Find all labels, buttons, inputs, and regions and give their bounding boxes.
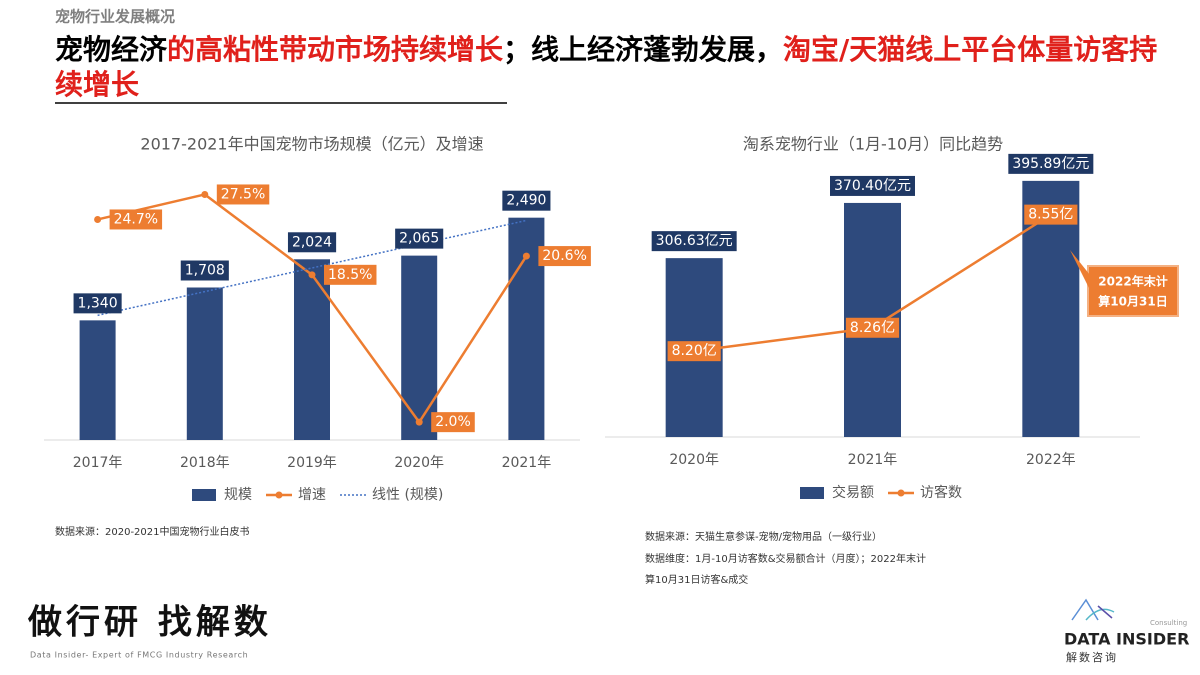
line-value-label-box: [216, 184, 270, 205]
source: 数据来源：2020-2021中国宠物行业白皮书: [55, 525, 250, 538]
bar-value-label: 2,065: [399, 231, 439, 247]
bar-value-label-box: [502, 190, 551, 211]
line-value-label: 27.5%: [221, 186, 265, 202]
legend-marker: [897, 489, 905, 497]
x-tick-label: 2020年: [394, 455, 444, 471]
bar-value-label-box: [830, 175, 915, 196]
bar: [401, 255, 438, 440]
headline-part: 的高粘性带动市场持续增长: [167, 33, 504, 66]
line-value-label-box: [845, 317, 900, 338]
headline-part: ；线上经济蓬勃发展，: [503, 33, 784, 66]
bar-value-label: 306.63亿元: [656, 233, 733, 249]
bar-value-label: 2,490: [506, 193, 546, 209]
bar-value-label-box: [1008, 153, 1094, 174]
headline: 宠物经济的高粘性带动市场持续增长；线上经济蓬勃发展，淘宝/天猫线上平台体量访客持…: [55, 32, 1165, 102]
bar-value-label-box: [287, 232, 337, 253]
source: 数据来源：天猫生意参谋-宠物/宠物用品（一级行业）: [645, 530, 882, 543]
point: [308, 271, 316, 279]
bar-value-label-box: [395, 228, 444, 249]
line-value-label: 8.55亿: [1028, 207, 1073, 223]
brand: DATA INSIDER: [1064, 630, 1189, 649]
line-value-label: 24.7%: [114, 211, 158, 227]
tagline: Data Insider- Expert of FMCG Industry Re…: [30, 651, 248, 660]
legend-label: 线性 (规模): [372, 487, 443, 503]
bar-value-label: 395.89亿元: [1012, 156, 1089, 172]
logo-icon: [1071, 598, 1115, 621]
bar-value-label-box: [651, 231, 737, 252]
slogan: 做行研 找解数: [27, 603, 272, 643]
x-tick-label: 2017年: [73, 455, 123, 471]
line-value-label-box: [667, 341, 721, 362]
brand-cn: 解数咨询: [1066, 650, 1118, 664]
x-tick-label: 2022年: [1026, 452, 1076, 468]
chart-title: 淘系宠物行业（1月-10月）同比趋势: [743, 135, 1003, 154]
bar: [79, 320, 116, 440]
x-tick-label: 2019年: [287, 455, 337, 471]
x-tick-label: 2018年: [180, 455, 230, 471]
legend-label: 访客数: [920, 484, 962, 501]
bar-value-label: 1,708: [185, 263, 225, 279]
bar-value-label-box: [180, 260, 229, 281]
legend-label: 规模: [224, 487, 252, 503]
annotation: 算10月31日: [1098, 294, 1167, 309]
x-tick-label: 2021年: [848, 452, 898, 468]
legend-swatch: [800, 487, 824, 499]
line-value-label: 20.6%: [542, 248, 586, 264]
line-value-label-box: [324, 264, 377, 285]
bar-value-label: 1,340: [78, 295, 118, 311]
bar-value-label: 2,024: [292, 234, 332, 250]
point: [522, 252, 530, 260]
source: 数据维度：1月-10月访客数&交易额合计（月度）；2022年末计: [645, 552, 926, 565]
line: [97, 219, 527, 317]
chart-title: 2017-2021年中国宠物市场规模（亿元）及增速: [140, 135, 483, 154]
source: 算10月31日访客&成交: [645, 573, 748, 586]
bar: [294, 259, 330, 440]
line-value-label: 18.5%: [328, 267, 372, 283]
line-value-label-box: [1024, 204, 1078, 225]
legend-label: 交易额: [832, 484, 874, 501]
line-value-label: 8.20亿: [672, 343, 717, 359]
bar: [186, 287, 223, 440]
line-value-label: 8.26亿: [850, 320, 895, 336]
annotation-pointer: [1070, 250, 1090, 290]
line-value-label: 2.0%: [435, 414, 471, 430]
x-tick-label: 2020年: [669, 452, 719, 468]
annotation-box: [1087, 265, 1179, 317]
legend-marker: [275, 491, 283, 499]
headline-part: 宠物经济: [55, 33, 168, 66]
brand-sub: Consulting: [1150, 619, 1187, 627]
point: [201, 190, 209, 198]
bar-value-label: 370.40亿元: [834, 178, 911, 194]
section-title: 宠物行业发展概况: [55, 8, 175, 26]
bar-value-label-box: [73, 293, 122, 314]
line-value-label-box: [109, 209, 163, 230]
x-tick-label: 2021年: [502, 455, 552, 471]
legend-swatch: [192, 489, 216, 501]
point: [415, 418, 423, 426]
legend-label: 增速: [298, 487, 326, 503]
line-value-label-box: [538, 246, 591, 267]
annotation: 2022年末计: [1098, 274, 1167, 289]
headline-part: 淘宝/天猫线上平台体量访客持续增长: [55, 33, 1158, 101]
line-value-label-box: [431, 412, 475, 433]
point: [94, 215, 102, 223]
